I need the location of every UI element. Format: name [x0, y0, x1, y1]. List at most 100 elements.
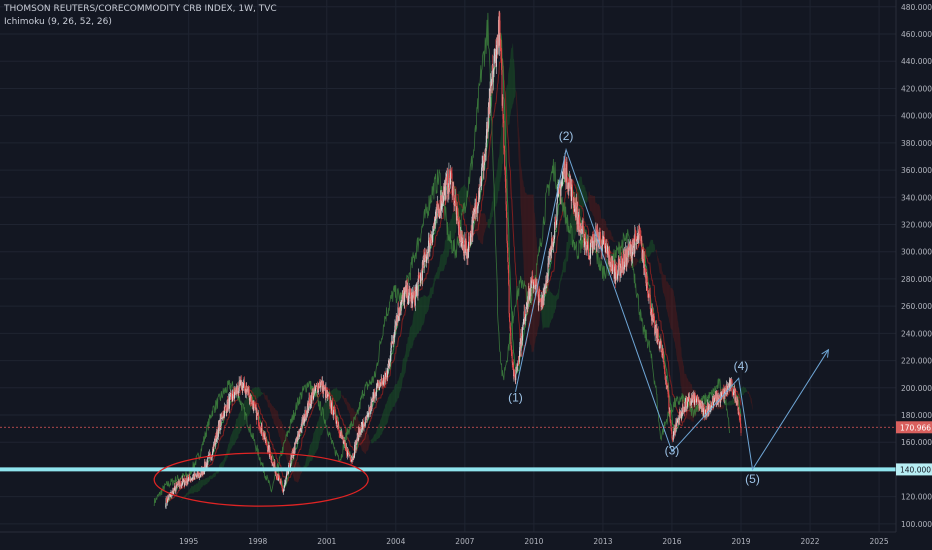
candle-body [644, 259, 646, 270]
candle-body [510, 345, 512, 352]
candle-body [293, 454, 295, 456]
candle-body [663, 353, 665, 362]
candle-body [333, 406, 335, 415]
candle-body [171, 494, 173, 497]
candle-body [680, 412, 682, 414]
candle-body [486, 125, 488, 132]
candle-body [523, 320, 525, 322]
candle-body [527, 303, 529, 307]
candle-body [387, 364, 389, 369]
candle-body [491, 77, 493, 85]
candle-body [227, 401, 229, 410]
candle-body [271, 462, 273, 466]
candle-body [561, 179, 563, 183]
candle-body [517, 361, 519, 362]
candle-body [707, 403, 709, 408]
candle-body [347, 451, 349, 455]
candle-body [313, 389, 315, 396]
elliott-wave-path[interactable] [515, 147, 829, 471]
candle-body [237, 387, 239, 391]
candle-body [725, 385, 727, 393]
candle-body [441, 194, 443, 204]
candle-body [723, 393, 725, 399]
candle-body [327, 391, 329, 397]
candle-body [353, 456, 355, 458]
candle-body [649, 294, 651, 295]
candle-body [490, 83, 492, 88]
candle-body [721, 392, 723, 394]
candle-body [367, 414, 369, 415]
candle-body [291, 455, 293, 458]
candle-body [271, 457, 273, 463]
candle-body [256, 412, 258, 420]
candle-body [397, 307, 399, 316]
candle-body [233, 395, 235, 399]
candle-body [367, 413, 369, 415]
candle-body [443, 186, 445, 196]
candle-body [508, 284, 510, 314]
price-axis[interactable] [896, 0, 932, 550]
horizontal-levels [0, 426, 896, 472]
last-price-tag-bg [896, 421, 932, 434]
candle-body [634, 233, 636, 254]
candle-body [309, 404, 311, 406]
candle-body [430, 237, 432, 240]
x-tick-label: 1998 [248, 537, 267, 546]
candle-body [477, 203, 479, 206]
x-tick-label: 2022 [800, 537, 819, 546]
candle-body [666, 380, 668, 386]
candle-body [657, 329, 659, 340]
candle-body [740, 418, 742, 428]
candle-body [359, 428, 361, 431]
candle-body [317, 392, 319, 393]
candle-body [312, 391, 314, 400]
x-tick-label: 2013 [593, 537, 612, 546]
candle-body [359, 428, 361, 435]
last-price-tag: 170.966 [900, 423, 931, 432]
candle-body [594, 232, 596, 242]
candle-body [673, 432, 675, 436]
candle-body [545, 280, 547, 289]
candle-body [427, 246, 429, 259]
candle-body [320, 381, 322, 387]
candle-body [485, 142, 487, 152]
candle-body [531, 281, 533, 284]
candle-body [205, 463, 207, 468]
candle-body [724, 388, 726, 394]
candle-body [380, 383, 382, 386]
candle-body [225, 407, 227, 414]
candle-body [695, 401, 697, 403]
candle-body [315, 385, 317, 390]
candle-body [607, 251, 609, 255]
candle-body [285, 477, 287, 481]
candle-body [501, 70, 503, 106]
candle-body [362, 421, 364, 430]
candle-body [710, 405, 712, 407]
candle-body [737, 399, 739, 411]
candle-body [569, 179, 571, 183]
time-axis[interactable] [0, 532, 932, 550]
candle-body [312, 395, 314, 400]
candle-body [713, 395, 715, 402]
candle-body [605, 245, 607, 248]
candle-body [280, 480, 282, 482]
candle-body [309, 399, 311, 405]
candle-body [663, 367, 665, 370]
candle-body [180, 485, 182, 487]
candle-body [351, 459, 353, 461]
candle-body [203, 471, 205, 472]
indicator-label: Ichimoku (9, 26, 52, 26) [4, 17, 112, 27]
candle-body [466, 251, 468, 259]
candle-body [509, 321, 511, 329]
candle-body [580, 225, 582, 233]
candle-body [664, 369, 666, 375]
candle-body [171, 490, 173, 495]
candle-body [428, 237, 430, 252]
candle-body [678, 418, 680, 425]
candle-body [553, 237, 555, 239]
candle-body [297, 434, 299, 441]
candle-body [457, 219, 459, 220]
candle-body [686, 397, 688, 408]
candle-body [682, 404, 684, 411]
